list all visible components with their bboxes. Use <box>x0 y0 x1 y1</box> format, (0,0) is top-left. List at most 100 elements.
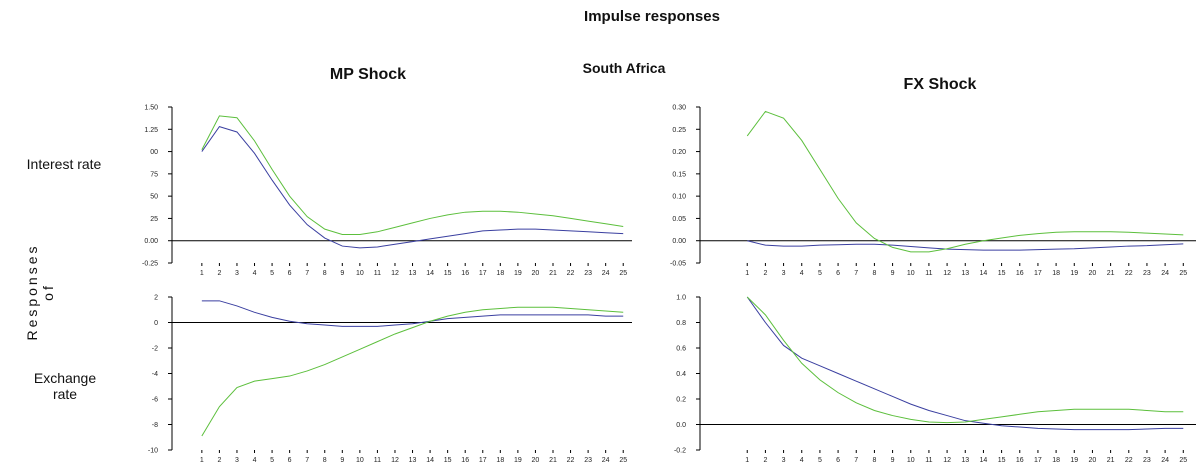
x-tick-label: 9 <box>891 270 895 277</box>
x-tick-label: 14 <box>980 270 988 277</box>
x-tick-label: 22 <box>567 457 575 464</box>
x-tick-label: 25 <box>1179 457 1187 464</box>
x-tick-label: 7 <box>305 457 309 464</box>
y-tick-label: 00 <box>150 149 158 156</box>
x-tick-label: 6 <box>836 270 840 277</box>
x-tick-label: 3 <box>782 457 786 464</box>
y-tick-label: -2 <box>152 346 158 353</box>
x-tick-label: 23 <box>584 457 592 464</box>
x-tick-label: 11 <box>374 457 381 464</box>
y-tick-label: 1.0 <box>676 295 686 302</box>
x-tick-label: 10 <box>907 457 915 464</box>
x-tick-label: 20 <box>1089 270 1097 277</box>
x-tick-label: 24 <box>602 457 610 464</box>
x-tick-label: 16 <box>1016 457 1024 464</box>
series-line <box>201 126 624 249</box>
x-tick-label: 15 <box>444 270 452 277</box>
y-tick-label: 0.8 <box>676 320 686 327</box>
y-tick-label: 0.2 <box>676 397 686 404</box>
x-tick-label: 21 <box>1107 457 1115 464</box>
x-tick-label: 4 <box>253 457 257 464</box>
x-tick-label: 14 <box>426 270 434 277</box>
y-tick-label: 50 <box>150 194 158 201</box>
x-tick-label: 10 <box>907 270 915 277</box>
x-tick-label: 2 <box>763 270 767 277</box>
x-tick-label: 1 <box>200 457 204 464</box>
x-tick-label: 24 <box>602 270 610 277</box>
y-tick-label: -0.05 <box>670 261 686 268</box>
x-tick-label: 24 <box>1161 270 1169 277</box>
x-tick-label: 9 <box>340 270 344 277</box>
x-tick-label: 5 <box>270 270 274 277</box>
x-tick-label: 21 <box>549 457 557 464</box>
x-tick-label: 13 <box>961 457 969 464</box>
x-tick-label: 8 <box>323 270 327 277</box>
series-line <box>201 306 624 437</box>
y-tick-label: 0.25 <box>672 127 686 134</box>
y-tick-label: 2 <box>154 295 158 302</box>
x-tick-label: 25 <box>619 270 627 277</box>
x-tick-label: 5 <box>818 270 822 277</box>
x-tick-label: 12 <box>391 270 399 277</box>
x-tick-label: 13 <box>961 270 969 277</box>
x-tick-label: 21 <box>549 270 557 277</box>
x-tick-label: 7 <box>305 270 309 277</box>
y-tick-label: 25 <box>150 216 158 223</box>
x-tick-label: 22 <box>1125 457 1133 464</box>
y-tick-label: 0.6 <box>676 346 686 353</box>
x-tick-label: 1 <box>745 457 749 464</box>
x-tick-label: 10 <box>356 457 364 464</box>
x-tick-label: 25 <box>619 457 627 464</box>
x-tick-label: 24 <box>1161 457 1169 464</box>
x-tick-label: 5 <box>270 457 274 464</box>
y-tick-label: -4 <box>152 371 158 378</box>
x-tick-label: 19 <box>514 270 522 277</box>
y-tick-label: -0.25 <box>142 261 158 268</box>
x-tick-label: 4 <box>253 270 257 277</box>
y-tick-label: -8 <box>152 422 158 429</box>
y-tick-label: -6 <box>152 397 158 404</box>
x-tick-label: 12 <box>943 457 951 464</box>
x-tick-label: 12 <box>391 457 399 464</box>
series-line <box>746 296 1184 424</box>
x-tick-label: 5 <box>818 457 822 464</box>
y-tick-label: 0.4 <box>676 371 686 378</box>
x-tick-label: 10 <box>356 270 364 277</box>
x-tick-label: 15 <box>998 457 1006 464</box>
x-tick-label: 11 <box>925 270 932 277</box>
x-tick-label: 9 <box>891 457 895 464</box>
y-tick-label: 75 <box>150 171 158 178</box>
x-tick-label: 20 <box>532 457 540 464</box>
x-tick-label: 4 <box>800 270 804 277</box>
x-tick-label: 18 <box>1052 270 1060 277</box>
y-tick-label: -10 <box>148 448 158 455</box>
x-tick-label: 23 <box>1143 457 1151 464</box>
row-label: Interest rate <box>26 156 102 172</box>
x-tick-label: 16 <box>1016 270 1024 277</box>
x-tick-label: 14 <box>980 457 988 464</box>
x-tick-label: 8 <box>872 270 876 277</box>
y-tick-label: 0.10 <box>672 194 686 201</box>
x-tick-label: 17 <box>479 270 487 277</box>
x-tick-label: 16 <box>461 457 469 464</box>
y-tick-label: 0.20 <box>672 149 686 156</box>
x-tick-label: 23 <box>1143 270 1151 277</box>
x-tick-label: 17 <box>479 457 487 464</box>
x-tick-label: 19 <box>514 457 522 464</box>
x-tick-label: 20 <box>532 270 540 277</box>
x-tick-label: 19 <box>1070 270 1078 277</box>
x-tick-label: 4 <box>800 457 804 464</box>
x-tick-label: 6 <box>288 457 292 464</box>
x-tick-label: 12 <box>943 270 951 277</box>
x-tick-label: 15 <box>998 270 1006 277</box>
x-tick-label: 2 <box>217 457 221 464</box>
series-line <box>201 115 624 235</box>
x-tick-label: 13 <box>409 270 417 277</box>
x-tick-label: 8 <box>323 457 327 464</box>
x-tick-label: 6 <box>288 270 292 277</box>
x-tick-label: 11 <box>925 457 932 464</box>
x-tick-label: 18 <box>1052 457 1060 464</box>
region-label: South Africa <box>582 60 666 76</box>
x-tick-label: 7 <box>854 270 858 277</box>
